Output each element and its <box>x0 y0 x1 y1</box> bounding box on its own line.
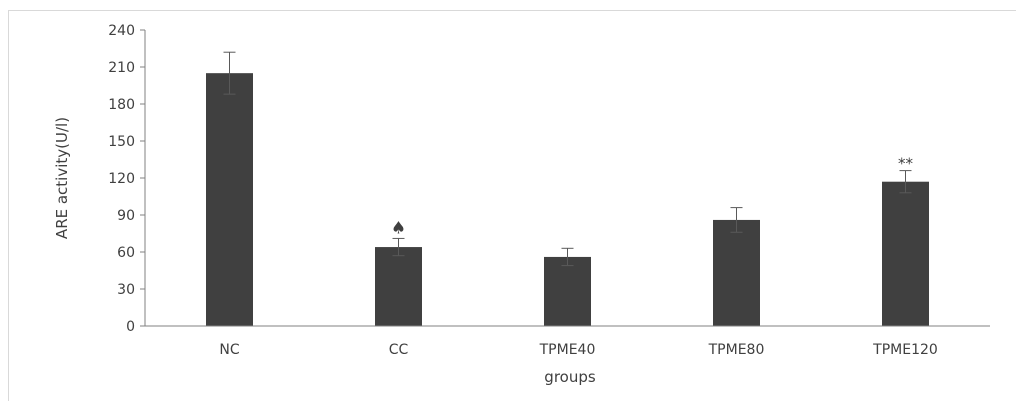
bar-tpme120 <box>882 181 929 326</box>
y-tick-label: 30 <box>117 282 135 298</box>
frame-left-border <box>8 10 9 401</box>
significance-mark: ♠ <box>391 218 406 238</box>
x-axis-category-labels: NC CC TPME40 TPME80 TPME120 <box>219 342 937 358</box>
significance-mark: ** <box>898 155 914 173</box>
y-tick-label: 240 <box>108 23 135 39</box>
y-tick-label: 210 <box>108 60 135 76</box>
frame-top-border <box>8 10 1016 11</box>
x-tick-label: TPME80 <box>708 342 765 358</box>
x-axis-title: groups <box>544 368 596 386</box>
x-tick-label: TPME120 <box>872 342 938 358</box>
y-tick-label: 120 <box>108 171 135 187</box>
y-axis-title: ARE activity(U/l) <box>53 117 71 239</box>
bar-nc <box>206 73 253 327</box>
y-tick-label: 150 <box>108 134 135 150</box>
y-tick-label: 90 <box>117 208 135 224</box>
significance-marks: ♠ ** <box>391 155 914 239</box>
y-tick-label: 180 <box>108 97 135 113</box>
y-axis-ticks: 0 30 60 90 120 150 180 210 240 <box>108 23 145 335</box>
bars <box>206 73 929 327</box>
bar-tpme80 <box>713 219 760 326</box>
x-tick-label: TPME40 <box>539 342 596 358</box>
x-tick-label: NC <box>219 342 239 358</box>
bar-cc <box>375 247 422 326</box>
y-tick-label: 60 <box>117 245 135 261</box>
error-bars <box>223 51 912 267</box>
y-tick-label: 0 <box>126 319 135 335</box>
x-tick-label: CC <box>389 342 409 358</box>
bar-tpme40 <box>544 256 591 326</box>
